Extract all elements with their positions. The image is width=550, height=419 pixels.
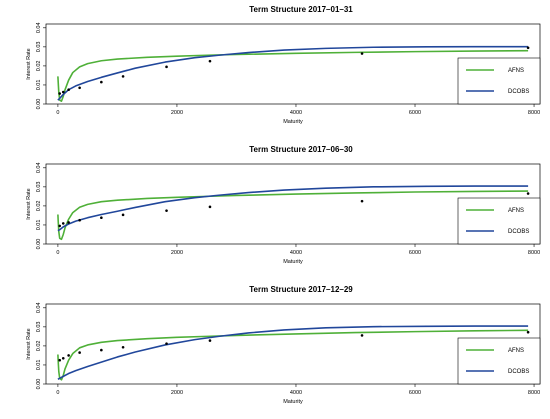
observed-point xyxy=(58,92,61,95)
x-tick-label: 8000 xyxy=(528,110,540,116)
x-tick-label: 6000 xyxy=(409,250,421,256)
observed-point xyxy=(526,330,530,334)
observed-point xyxy=(61,356,65,360)
observed-point xyxy=(58,358,61,362)
y-tick-label: 0.03 xyxy=(36,41,42,52)
observed-point xyxy=(78,218,81,222)
legend-label-dcobs: DCOBS xyxy=(508,229,529,235)
observed-point xyxy=(360,334,364,337)
x-tick-label: 4000 xyxy=(290,110,302,116)
observed-point xyxy=(165,65,168,69)
y-tick-label: 0.00 xyxy=(36,99,42,110)
y-tick-label: 0.02 xyxy=(36,61,42,72)
observed-point xyxy=(526,192,530,195)
legend-box xyxy=(457,337,541,385)
chart-panel-2: Term Structure 2017–06–30 0 2000 4000 6000 80… xyxy=(26,145,541,265)
series-line-afns xyxy=(57,49,529,102)
observed-point xyxy=(67,221,70,224)
legend-label-dcobs: DCOBS xyxy=(508,89,529,95)
legend-box xyxy=(457,197,541,245)
y-tick-label: 0.04 xyxy=(36,302,42,313)
x-axis-label: Maturity xyxy=(283,399,303,405)
x-tick-label: 2000 xyxy=(171,390,183,396)
y-tick-label: 0.01 xyxy=(36,360,42,371)
observed-point xyxy=(78,351,81,354)
observed-point xyxy=(121,213,125,217)
y-tick-label: 0.04 xyxy=(36,22,42,33)
observed-point xyxy=(121,345,125,349)
chart-title: Term Structure 2017–12–29 xyxy=(249,285,353,294)
y-tick-label: 0.02 xyxy=(36,201,42,212)
y-tick-label: 0.04 xyxy=(36,162,42,173)
observed-point xyxy=(100,216,103,220)
observed-point xyxy=(67,88,70,92)
series-line-dcobs xyxy=(57,45,529,101)
y-tick-label: 0.03 xyxy=(36,181,42,192)
chart-panel-1: Term Structure 2017–01–31 0 2000 4000 6000 80… xyxy=(26,5,541,125)
x-tick-label: 8000 xyxy=(528,250,540,256)
legend-label-afns: AFNS xyxy=(508,68,524,74)
series-line-dcobs xyxy=(57,325,529,380)
chart-title: Term Structure 2017–01–31 xyxy=(249,5,353,14)
x-axis-label: Maturity xyxy=(283,119,303,125)
x-tick-label: 8000 xyxy=(528,390,540,396)
y-tick-label: 0.00 xyxy=(36,239,42,250)
observed-point xyxy=(165,209,168,212)
series-line-afns xyxy=(57,190,529,241)
legend-box xyxy=(457,57,541,105)
observed-point xyxy=(121,75,125,78)
observed-point xyxy=(208,205,212,209)
x-tick-label: 4000 xyxy=(290,390,302,396)
observed-point xyxy=(165,342,168,345)
y-axis-label: Interest Rate xyxy=(26,188,32,220)
x-tick-label: 6000 xyxy=(409,110,421,116)
series-line-afns xyxy=(57,329,529,381)
x-tick-label: 0 xyxy=(56,390,59,396)
legend-label-afns: AFNS xyxy=(508,348,524,354)
observed-point xyxy=(208,339,212,342)
observed-point xyxy=(360,199,364,203)
chart-title: Term Structure 2017–06–30 xyxy=(249,145,353,154)
x-tick-label: 0 xyxy=(56,250,59,256)
observed-point xyxy=(526,46,530,50)
x-tick-label: 6000 xyxy=(409,390,421,396)
observed-point xyxy=(61,222,65,225)
y-tick-label: 0.00 xyxy=(36,379,42,390)
observed-point xyxy=(100,80,103,84)
x-tick-label: 4000 xyxy=(290,250,302,256)
x-tick-label: 2000 xyxy=(171,110,183,116)
y-axis-label: Interest Rate xyxy=(26,328,32,360)
observed-point xyxy=(208,59,212,63)
observed-point xyxy=(360,52,364,55)
legend-label-afns: AFNS xyxy=(508,208,524,214)
x-tick-label: 2000 xyxy=(171,250,183,256)
y-axis-label: Interest Rate xyxy=(26,48,32,80)
x-axis-label: Maturity xyxy=(283,259,303,265)
y-tick-label: 0.02 xyxy=(36,341,42,352)
chart-panel-3: Term Structure 2017–12–29 0 2000 4000 6000 80… xyxy=(26,285,541,405)
y-tick-label: 0.03 xyxy=(36,321,42,332)
observed-point xyxy=(58,224,61,228)
legend-label-dcobs: DCOBS xyxy=(508,369,529,375)
observed-point xyxy=(67,354,70,357)
series-line-dcobs xyxy=(57,185,529,232)
observed-point xyxy=(78,86,81,90)
observed-point xyxy=(61,90,65,94)
observed-point xyxy=(100,348,103,352)
y-tick-label: 0.01 xyxy=(36,80,42,91)
x-tick-label: 0 xyxy=(56,110,59,116)
y-tick-label: 0.01 xyxy=(36,220,42,231)
